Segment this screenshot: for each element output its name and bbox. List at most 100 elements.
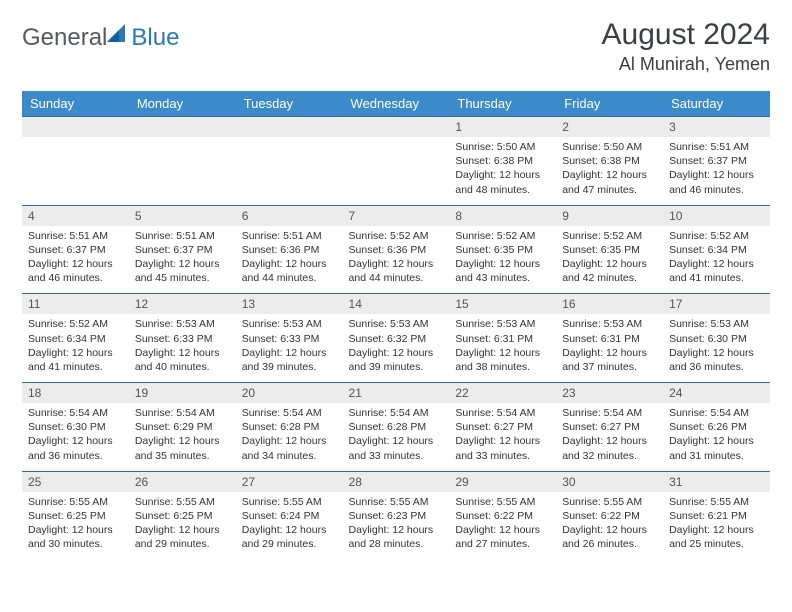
day-number: 31: [663, 472, 770, 492]
calendar-day-cell: 6Sunrise: 5:51 AMSunset: 6:36 PMDaylight…: [236, 205, 343, 294]
day-number: 22: [449, 383, 556, 403]
day-number: 12: [129, 294, 236, 314]
calendar-day-cell: 22Sunrise: 5:54 AMSunset: 6:27 PMDayligh…: [449, 383, 556, 472]
sunrise-text: Sunrise: 5:55 AM: [455, 495, 550, 509]
daylight-text: Daylight: 12 hours and 41 minutes.: [669, 257, 764, 285]
sunrise-text: Sunrise: 5:54 AM: [135, 406, 230, 420]
day-number: 26: [129, 472, 236, 492]
day-details: Sunrise: 5:55 AMSunset: 6:23 PMDaylight:…: [343, 492, 450, 560]
sunset-text: Sunset: 6:37 PM: [669, 154, 764, 168]
calendar-day-cell: 10Sunrise: 5:52 AMSunset: 6:34 PMDayligh…: [663, 205, 770, 294]
calendar-day-cell: 28Sunrise: 5:55 AMSunset: 6:23 PMDayligh…: [343, 471, 450, 559]
day-details: [129, 137, 236, 197]
sunset-text: Sunset: 6:31 PM: [455, 332, 550, 346]
sunset-text: Sunset: 6:27 PM: [455, 420, 550, 434]
calendar-week-row: 1Sunrise: 5:50 AMSunset: 6:38 PMDaylight…: [22, 117, 770, 206]
calendar-day-cell: 30Sunrise: 5:55 AMSunset: 6:22 PMDayligh…: [556, 471, 663, 559]
sunset-text: Sunset: 6:38 PM: [562, 154, 657, 168]
day-number: 9: [556, 206, 663, 226]
sunrise-text: Sunrise: 5:51 AM: [242, 229, 337, 243]
daylight-text: Daylight: 12 hours and 32 minutes.: [562, 434, 657, 462]
calendar-day-cell: 14Sunrise: 5:53 AMSunset: 6:32 PMDayligh…: [343, 294, 450, 383]
calendar-day-cell: [22, 117, 129, 206]
day-number: 1: [449, 117, 556, 137]
sunrise-text: Sunrise: 5:51 AM: [135, 229, 230, 243]
weekday-header: Thursday: [449, 91, 556, 117]
calendar-day-cell: 20Sunrise: 5:54 AMSunset: 6:28 PMDayligh…: [236, 383, 343, 472]
sunset-text: Sunset: 6:30 PM: [669, 332, 764, 346]
day-details: Sunrise: 5:55 AMSunset: 6:21 PMDaylight:…: [663, 492, 770, 560]
day-number: [22, 117, 129, 137]
month-title: August 2024: [602, 18, 770, 52]
sunrise-text: Sunrise: 5:50 AM: [562, 140, 657, 154]
day-details: Sunrise: 5:55 AMSunset: 6:24 PMDaylight:…: [236, 492, 343, 560]
day-number: 25: [22, 472, 129, 492]
calendar-day-cell: 19Sunrise: 5:54 AMSunset: 6:29 PMDayligh…: [129, 383, 236, 472]
brand-sail-icon: [107, 24, 129, 44]
sunrise-text: Sunrise: 5:53 AM: [455, 317, 550, 331]
daylight-text: Daylight: 12 hours and 36 minutes.: [28, 434, 123, 462]
day-details: Sunrise: 5:50 AMSunset: 6:38 PMDaylight:…: [556, 137, 663, 205]
day-details: Sunrise: 5:53 AMSunset: 6:31 PMDaylight:…: [449, 314, 556, 382]
daylight-text: Daylight: 12 hours and 28 minutes.: [349, 523, 444, 551]
sunrise-text: Sunrise: 5:52 AM: [28, 317, 123, 331]
sunrise-text: Sunrise: 5:55 AM: [135, 495, 230, 509]
day-number: 16: [556, 294, 663, 314]
sunrise-text: Sunrise: 5:54 AM: [28, 406, 123, 420]
calendar-day-cell: 7Sunrise: 5:52 AMSunset: 6:36 PMDaylight…: [343, 205, 450, 294]
calendar-day-cell: 17Sunrise: 5:53 AMSunset: 6:30 PMDayligh…: [663, 294, 770, 383]
day-number: 10: [663, 206, 770, 226]
day-number: [236, 117, 343, 137]
sunset-text: Sunset: 6:37 PM: [28, 243, 123, 257]
weekday-header: Wednesday: [343, 91, 450, 117]
brand-logo: General Blue: [22, 18, 179, 52]
day-number: 5: [129, 206, 236, 226]
weekday-header: Monday: [129, 91, 236, 117]
calendar-day-cell: 26Sunrise: 5:55 AMSunset: 6:25 PMDayligh…: [129, 471, 236, 559]
daylight-text: Daylight: 12 hours and 33 minutes.: [349, 434, 444, 462]
calendar-week-row: 18Sunrise: 5:54 AMSunset: 6:30 PMDayligh…: [22, 383, 770, 472]
day-details: Sunrise: 5:51 AMSunset: 6:37 PMDaylight:…: [22, 226, 129, 294]
day-details: Sunrise: 5:54 AMSunset: 6:27 PMDaylight:…: [449, 403, 556, 471]
calendar-day-cell: 29Sunrise: 5:55 AMSunset: 6:22 PMDayligh…: [449, 471, 556, 559]
sunset-text: Sunset: 6:30 PM: [28, 420, 123, 434]
daylight-text: Daylight: 12 hours and 35 minutes.: [135, 434, 230, 462]
sunrise-text: Sunrise: 5:51 AM: [28, 229, 123, 243]
day-details: Sunrise: 5:50 AMSunset: 6:38 PMDaylight:…: [449, 137, 556, 205]
day-details: Sunrise: 5:54 AMSunset: 6:29 PMDaylight:…: [129, 403, 236, 471]
day-number: 7: [343, 206, 450, 226]
daylight-text: Daylight: 12 hours and 39 minutes.: [242, 346, 337, 374]
day-details: Sunrise: 5:55 AMSunset: 6:25 PMDaylight:…: [22, 492, 129, 560]
sunset-text: Sunset: 6:33 PM: [135, 332, 230, 346]
day-details: Sunrise: 5:54 AMSunset: 6:30 PMDaylight:…: [22, 403, 129, 471]
daylight-text: Daylight: 12 hours and 43 minutes.: [455, 257, 550, 285]
daylight-text: Daylight: 12 hours and 40 minutes.: [135, 346, 230, 374]
sunset-text: Sunset: 6:23 PM: [349, 509, 444, 523]
daylight-text: Daylight: 12 hours and 47 minutes.: [562, 168, 657, 196]
day-details: Sunrise: 5:55 AMSunset: 6:22 PMDaylight:…: [556, 492, 663, 560]
daylight-text: Daylight: 12 hours and 37 minutes.: [562, 346, 657, 374]
day-number: 3: [663, 117, 770, 137]
day-number: 4: [22, 206, 129, 226]
sunrise-text: Sunrise: 5:51 AM: [669, 140, 764, 154]
day-details: [22, 137, 129, 197]
sunset-text: Sunset: 6:29 PM: [135, 420, 230, 434]
day-details: Sunrise: 5:54 AMSunset: 6:28 PMDaylight:…: [343, 403, 450, 471]
day-number: 23: [556, 383, 663, 403]
calendar-day-cell: 16Sunrise: 5:53 AMSunset: 6:31 PMDayligh…: [556, 294, 663, 383]
day-details: Sunrise: 5:53 AMSunset: 6:32 PMDaylight:…: [343, 314, 450, 382]
day-details: Sunrise: 5:53 AMSunset: 6:31 PMDaylight:…: [556, 314, 663, 382]
brand-text-general: General: [22, 24, 107, 52]
sunset-text: Sunset: 6:25 PM: [135, 509, 230, 523]
day-number: 8: [449, 206, 556, 226]
weekday-header: Friday: [556, 91, 663, 117]
daylight-text: Daylight: 12 hours and 34 minutes.: [242, 434, 337, 462]
sunrise-text: Sunrise: 5:53 AM: [349, 317, 444, 331]
daylight-text: Daylight: 12 hours and 45 minutes.: [135, 257, 230, 285]
sunset-text: Sunset: 6:35 PM: [455, 243, 550, 257]
day-details: Sunrise: 5:53 AMSunset: 6:33 PMDaylight:…: [236, 314, 343, 382]
sunset-text: Sunset: 6:26 PM: [669, 420, 764, 434]
day-details: Sunrise: 5:53 AMSunset: 6:33 PMDaylight:…: [129, 314, 236, 382]
daylight-text: Daylight: 12 hours and 30 minutes.: [28, 523, 123, 551]
sunrise-text: Sunrise: 5:52 AM: [562, 229, 657, 243]
